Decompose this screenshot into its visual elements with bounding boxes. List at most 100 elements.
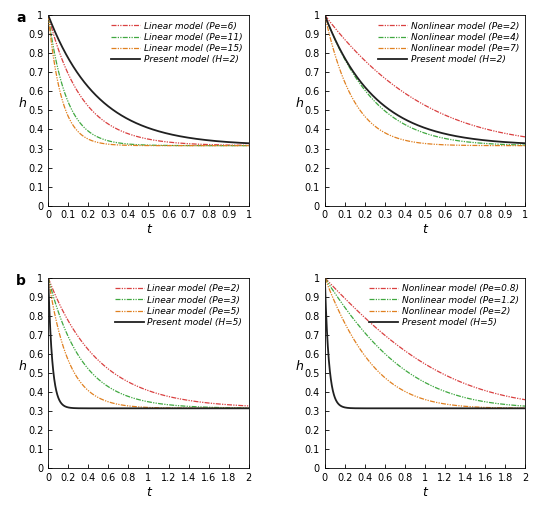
Nonlinear model (Pe=2) [345,40,351,46]
Nonlinear model (Pe=4) [356,80,363,86]
Linear model (Pe=6) [122,129,128,135]
Present model (H=2) [345,60,351,66]
Present model (H=5) [473,405,479,411]
Linear model (Pe=5) [68,363,75,370]
Linear model (Pe=15) [245,143,252,149]
Linear model (Pe=6) [245,143,252,149]
Y-axis label: h: h [295,360,303,373]
Present model (H=2) [131,119,137,125]
Nonlinear model (Pe=2) [522,134,528,140]
Y-axis label: h: h [19,360,26,373]
Legend: Linear model (Pe=6), Linear model (Pe=11), Linear model (Pe=15), Present model (: Linear model (Pe=6), Linear model (Pe=11… [109,20,244,66]
Nonlinear model (Pe=7) [407,138,414,145]
Present model (H=2) [522,140,528,146]
X-axis label: t: t [146,486,151,499]
Line: Linear model (Pe=2): Linear model (Pe=2) [48,278,249,406]
Linear model (Pe=2) [245,403,252,409]
Linear model (Pe=6) [80,97,86,103]
Linear model (Pe=15) [45,12,51,18]
Linear model (Pe=11) [68,105,75,111]
Nonlinear model (Pe=2) [496,405,503,411]
Present model (H=2) [80,77,86,83]
Nonlinear model (Pe=0.8) [322,275,328,281]
Line: Linear model (Pe=6): Linear model (Pe=6) [48,15,249,146]
Line: Linear model (Pe=3): Linear model (Pe=3) [48,278,249,408]
Line: Nonlinear model (Pe=7): Nonlinear model (Pe=7) [325,15,525,146]
Linear model (Pe=15) [242,143,248,149]
Present model (H=5) [407,405,414,411]
Present model (H=2) [45,12,51,18]
Present model (H=5) [220,405,226,411]
Linear model (Pe=3) [80,359,86,365]
Linear model (Pe=6) [242,142,248,148]
Linear model (Pe=5) [131,404,137,410]
Present model (H=5) [196,405,203,411]
Nonlinear model (Pe=7) [345,86,351,92]
Line: Present model (H=2): Present model (H=2) [325,15,525,143]
Nonlinear model (Pe=4) [345,62,351,68]
Legend: Nonlinear model (Pe=0.8), Nonlinear model (Pe=1.2), Nonlinear model (Pe=2), Pres: Nonlinear model (Pe=0.8), Nonlinear mode… [368,282,521,329]
Present model (H=2) [245,140,252,146]
Present model (H=2) [407,119,414,125]
Nonlinear model (Pe=2) [322,275,328,281]
Line: Linear model (Pe=11): Linear model (Pe=11) [48,15,249,146]
Nonlinear model (Pe=1.2) [345,308,351,315]
Nonlinear model (Pe=1.2) [496,401,503,407]
Linear model (Pe=15) [68,119,75,125]
Present model (H=5) [345,405,351,411]
Linear model (Pe=5) [45,275,51,281]
Nonlinear model (Pe=0.8) [407,352,414,358]
Legend: Linear model (Pe=2), Linear model (Pe=3), Linear model (Pe=5), Present model (H=: Linear model (Pe=2), Linear model (Pe=3)… [113,282,244,329]
Nonlinear model (Pe=4) [496,141,503,147]
Present model (H=5) [122,405,128,411]
Present model (H=2) [122,115,128,121]
Nonlinear model (Pe=2) [356,52,363,59]
Nonlinear model (Pe=2) [322,12,328,18]
Nonlinear model (Pe=0.8) [345,298,351,304]
Nonlinear model (Pe=1.2) [518,403,525,409]
Linear model (Pe=15) [220,143,226,149]
Linear model (Pe=5) [242,405,248,411]
Linear model (Pe=3) [131,395,137,401]
Nonlinear model (Pe=2) [522,405,528,411]
Nonlinear model (Pe=7) [356,106,363,112]
Nonlinear model (Pe=7) [518,143,525,149]
Nonlinear model (Pe=4) [398,120,405,126]
Present model (H=2) [242,140,248,146]
Linear model (Pe=6) [68,77,75,83]
Present model (H=2) [68,60,75,66]
Line: Nonlinear model (Pe=0.8): Nonlinear model (Pe=0.8) [325,278,525,400]
Nonlinear model (Pe=0.8) [356,310,363,316]
Y-axis label: h: h [295,97,303,110]
Nonlinear model (Pe=2) [518,133,525,139]
Linear model (Pe=15) [80,133,86,139]
Nonlinear model (Pe=0.8) [496,391,503,398]
Nonlinear model (Pe=2) [518,405,525,411]
Present model (H=5) [398,405,405,411]
X-axis label: t: t [146,223,151,236]
Present model (H=2) [398,115,405,121]
Linear model (Pe=15) [122,142,128,148]
Present model (H=2) [518,140,525,146]
Linear model (Pe=2) [45,275,51,281]
Linear model (Pe=3) [45,275,51,281]
Nonlinear model (Pe=0.8) [518,396,525,402]
Nonlinear model (Pe=2) [345,326,351,332]
Linear model (Pe=11) [220,143,226,149]
Linear model (Pe=5) [220,405,226,411]
Present model (H=5) [518,405,525,411]
Linear model (Pe=11) [131,142,137,148]
Linear model (Pe=3) [122,392,128,399]
Present model (H=5) [356,405,363,411]
Nonlinear model (Pe=0.8) [398,346,405,352]
Text: a: a [16,12,26,25]
Linear model (Pe=15) [131,143,137,149]
Text: b: b [16,274,26,288]
Linear model (Pe=11) [122,140,128,147]
Present model (H=5) [322,275,328,281]
Linear model (Pe=5) [245,405,252,411]
Linear model (Pe=3) [245,405,252,411]
Linear model (Pe=2) [80,340,86,346]
Nonlinear model (Pe=7) [496,143,503,149]
Present model (H=2) [496,138,503,145]
